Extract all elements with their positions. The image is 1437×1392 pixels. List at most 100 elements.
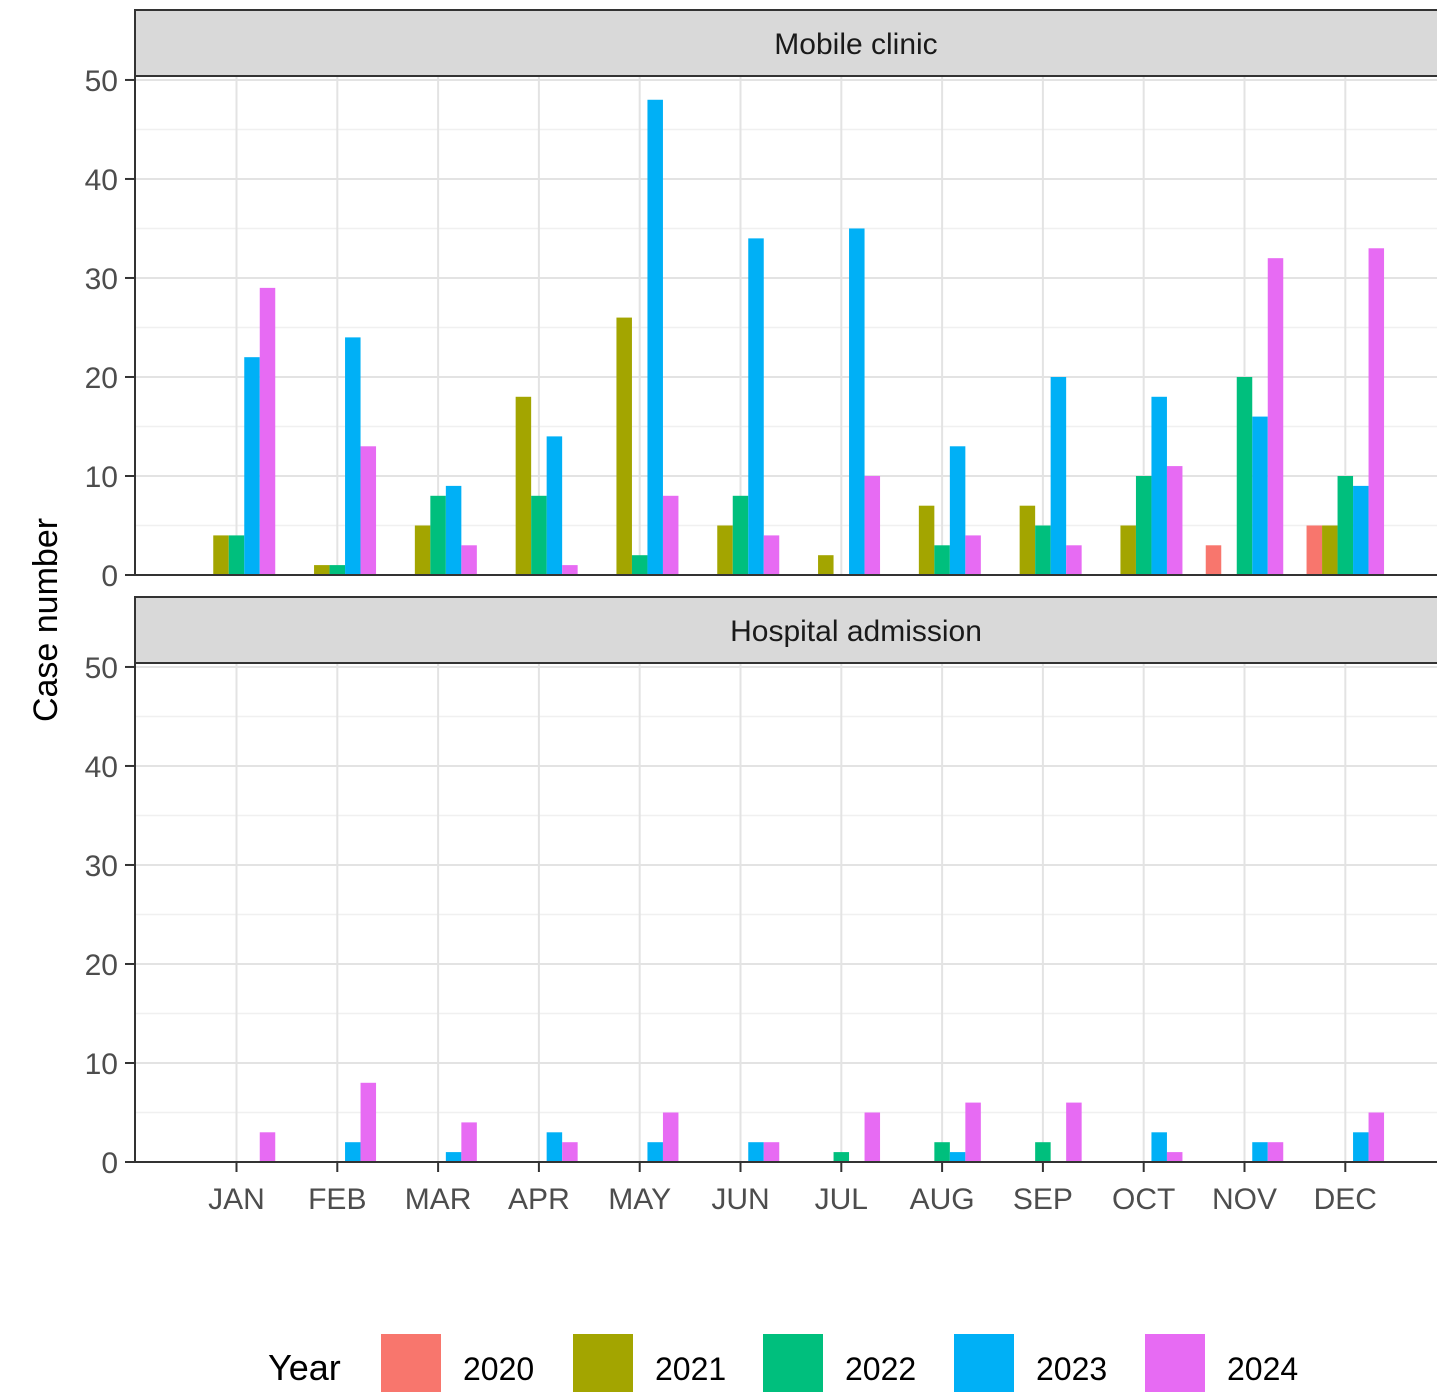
bar-2024-sep [1066, 1102, 1082, 1162]
bar-2020-dec [1306, 525, 1323, 575]
bar-2023-jul [849, 228, 865, 575]
legend-label-2024: 2024 [1227, 1351, 1298, 1387]
x-tick-label: DEC [1314, 1183, 1377, 1216]
x-tick-label: JAN [208, 1183, 265, 1216]
bar-2020-nov [1205, 545, 1222, 575]
bar-2023-mar [445, 485, 462, 575]
bar-2022-sep [1035, 1142, 1051, 1162]
y-tick-label: 20 [85, 362, 118, 395]
x-tick-label: AUG [910, 1183, 975, 1216]
bar-2023-dec [1353, 1132, 1369, 1162]
bar-2022-mar [430, 495, 446, 575]
bar-2023-aug [949, 446, 966, 575]
legend-key-2020 [381, 1334, 441, 1392]
legend-key-2023 [954, 1334, 1014, 1392]
y-tick-label: 20 [85, 949, 118, 982]
y-tick-label: 50 [85, 652, 118, 685]
bar-2021-oct [1120, 525, 1136, 575]
bar-2024-dec [1368, 248, 1385, 575]
bar-2024-mar [461, 1122, 477, 1162]
panel-background [135, 663, 1437, 1162]
legend-label-2020: 2020 [463, 1351, 534, 1387]
bar-2023-may [647, 1142, 663, 1162]
bar-2024-jul [864, 475, 881, 575]
y-tick-label: 30 [85, 850, 118, 883]
bar-2023-apr [546, 436, 563, 575]
x-tick-label: SEP [1013, 1183, 1073, 1216]
bar-2022-jan [228, 535, 245, 575]
bar-2021-jun [717, 525, 733, 575]
legend-key-2024 [1145, 1334, 1205, 1392]
bar-2023-nov [1252, 416, 1268, 575]
bar-2024-feb [360, 1082, 377, 1162]
bar-2024-nov [1267, 258, 1284, 575]
bar-2024-may [662, 495, 679, 575]
bar-2021-sep [1019, 505, 1036, 575]
bar-2021-jan [213, 535, 229, 575]
bar-2023-oct [1151, 1132, 1167, 1162]
facet-strip [134, 596, 1437, 664]
legend-label-2021: 2021 [655, 1351, 726, 1387]
bar-2023-nov [1252, 1142, 1268, 1162]
bar-2023-mar [445, 1152, 462, 1162]
bar-2022-aug [934, 1142, 950, 1162]
bar-2024-aug [965, 535, 981, 575]
y-tick-label: 10 [85, 1048, 118, 1081]
bar-2023-aug [949, 1152, 966, 1162]
y-tick-label: 50 [85, 65, 118, 98]
bar-2022-dec [1337, 475, 1354, 575]
bar-2022-feb [329, 565, 346, 575]
x-tick-label: MAY [608, 1183, 671, 1216]
bar-2024-jun [763, 1142, 780, 1162]
bar-2024-oct [1166, 466, 1183, 575]
y-tick-label: 30 [85, 263, 118, 296]
bar-2023-apr [546, 1132, 563, 1162]
bar-2023-may [647, 99, 663, 575]
bar-2024-dec [1368, 1112, 1385, 1162]
bar-2022-jul [833, 1152, 850, 1162]
bar-2023-sep [1050, 376, 1067, 575]
x-tick-label: FEB [308, 1183, 366, 1216]
bar-2024-jan [259, 287, 276, 575]
x-tick-label: APR [508, 1183, 570, 1216]
bar-2022-jun [732, 495, 749, 575]
facet-strip [134, 9, 1437, 77]
bar-2021-feb [314, 565, 330, 575]
x-tick-label: NOV [1212, 1183, 1277, 1216]
bar-2023-feb [345, 1142, 361, 1162]
bar-2021-mar [414, 525, 431, 575]
legend-label-2022: 2022 [845, 1351, 916, 1387]
bar-2024-feb [360, 446, 377, 575]
bar-2024-apr [562, 1142, 578, 1162]
facet-strip-label: Mobile clinic [774, 28, 937, 61]
bar-2021-dec [1322, 525, 1338, 575]
y-tick-label: 0 [101, 1147, 118, 1180]
bar-2024-jul [864, 1112, 881, 1162]
bar-2024-oct [1166, 1152, 1183, 1162]
bar-2021-aug [918, 505, 935, 575]
y-tick-label: 40 [85, 751, 118, 784]
legend-key-2021 [573, 1334, 633, 1392]
bar-2024-mar [461, 545, 477, 575]
bar-2022-apr [531, 495, 547, 575]
bar-2022-nov [1236, 376, 1253, 575]
bar-2022-oct [1135, 475, 1152, 575]
y-axis-title: Case number [27, 518, 65, 722]
bar-2022-aug [934, 545, 950, 575]
bar-2022-may [631, 555, 648, 575]
bar-2024-jan [259, 1132, 276, 1162]
bar-2023-dec [1353, 485, 1369, 575]
bar-2021-apr [515, 396, 532, 575]
facet-strip-label: Hospital admission [730, 615, 982, 648]
bar-2022-sep [1035, 525, 1051, 575]
bar-2021-may [616, 317, 632, 575]
bar-2023-jan [244, 357, 260, 575]
x-tick-label: JUN [711, 1183, 769, 1216]
y-tick-label: 0 [101, 560, 118, 593]
bar-2023-jun [748, 1142, 764, 1162]
y-tick-label: 10 [85, 461, 118, 494]
bar-2021-jul [818, 555, 834, 575]
x-tick-label: MAR [405, 1183, 472, 1216]
